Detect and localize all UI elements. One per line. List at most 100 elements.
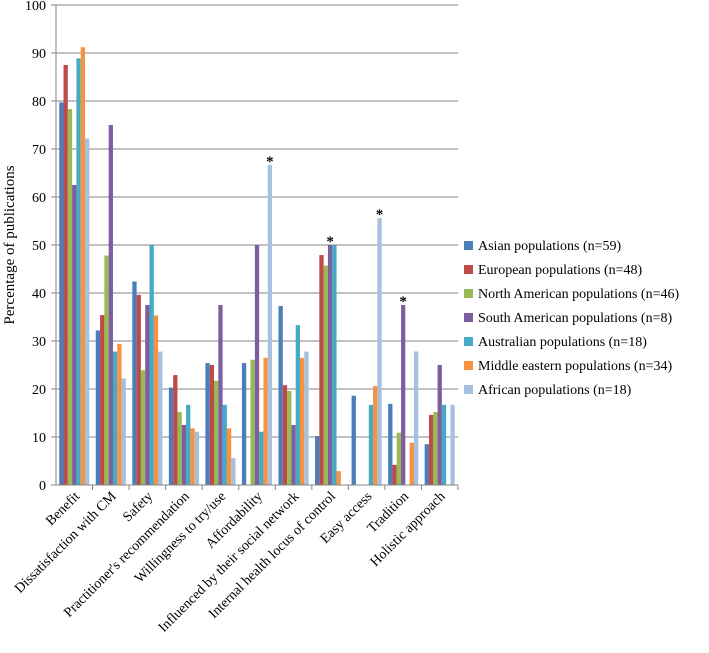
bar xyxy=(168,387,174,485)
bar xyxy=(373,386,378,485)
bar xyxy=(241,363,247,485)
legend-label: North American populations (n=46) xyxy=(478,287,679,302)
axes xyxy=(51,4,459,490)
bar xyxy=(194,431,199,485)
bar xyxy=(409,442,414,485)
y-tick-label: 40 xyxy=(32,287,46,302)
bar xyxy=(136,294,141,485)
bar xyxy=(401,305,406,485)
bar xyxy=(396,432,402,485)
bar xyxy=(433,412,438,485)
y-tick-label: 10 xyxy=(32,431,46,446)
bar xyxy=(327,245,333,485)
legend-label: Australian populations (n=18) xyxy=(478,335,647,350)
bar xyxy=(392,464,397,485)
bar xyxy=(63,65,68,485)
y-tick-label: 90 xyxy=(32,47,46,62)
y-tick-label: 70 xyxy=(32,143,46,158)
legend: Asian populations (n=59) European populat… xyxy=(464,239,679,398)
bar xyxy=(336,471,341,485)
bar xyxy=(121,378,126,485)
bar xyxy=(304,351,309,485)
bar xyxy=(450,404,455,485)
bar xyxy=(226,428,232,485)
significance-marker: * xyxy=(266,154,274,170)
bar xyxy=(76,58,81,485)
bar xyxy=(250,359,255,485)
bar xyxy=(222,404,227,485)
bar xyxy=(368,404,374,485)
y-tick-label: 30 xyxy=(32,335,46,350)
bar xyxy=(278,305,283,485)
y-tick-label: 20 xyxy=(32,383,46,398)
y-axis-title: Percentage of publications xyxy=(2,165,18,324)
bar xyxy=(267,164,273,485)
bar xyxy=(291,425,296,485)
bar xyxy=(209,365,215,485)
bars xyxy=(59,47,455,486)
bar xyxy=(259,431,264,485)
bar xyxy=(177,412,182,485)
y-tick-label: 0 xyxy=(39,479,46,494)
bar xyxy=(323,265,328,485)
bar xyxy=(388,403,393,485)
bar xyxy=(108,125,113,485)
legend-swatch xyxy=(464,337,473,346)
bar xyxy=(377,218,382,485)
bar xyxy=(85,138,90,485)
bar xyxy=(80,47,86,486)
bar xyxy=(205,363,210,485)
y-tick-label: 100 xyxy=(25,0,46,14)
y-tick-label: 50 xyxy=(32,239,46,254)
bar xyxy=(254,245,260,485)
bar xyxy=(117,343,122,485)
legend-label: South American populations (n=8) xyxy=(478,311,672,326)
bar xyxy=(437,365,442,485)
legend-swatch xyxy=(464,265,473,274)
bar xyxy=(190,428,195,485)
bar xyxy=(413,351,419,485)
annotations: * * * * xyxy=(266,154,407,310)
bar xyxy=(263,357,268,485)
bar xyxy=(104,255,109,485)
bar xyxy=(315,436,320,485)
y-tick-label: 60 xyxy=(32,191,46,206)
y-tick-labels: 0 10 20 30 40 50 60 70 80 90 100 xyxy=(25,0,46,494)
bar xyxy=(351,395,356,485)
legend-swatch xyxy=(464,361,473,370)
bar xyxy=(95,330,101,485)
bar xyxy=(67,109,73,485)
legend-label: Middle eastern populations (n=34) xyxy=(478,359,672,374)
bar xyxy=(59,102,64,485)
bar xyxy=(149,245,154,485)
bar xyxy=(153,315,159,485)
bar xyxy=(72,185,77,485)
bar xyxy=(218,305,223,485)
bar xyxy=(214,380,219,485)
bar xyxy=(295,325,300,485)
bar xyxy=(112,351,118,485)
legend-swatch xyxy=(464,385,473,394)
bar xyxy=(100,315,105,485)
bar xyxy=(140,370,146,485)
bar xyxy=(132,281,137,485)
legend-swatch xyxy=(464,313,473,322)
legend-swatch xyxy=(464,289,473,298)
bar xyxy=(319,255,324,485)
legend-label: European populations (n=48) xyxy=(478,263,643,278)
bar xyxy=(287,390,292,485)
bar xyxy=(332,245,337,485)
bar xyxy=(158,351,163,485)
legend-label: African populations (n=18) xyxy=(478,383,632,398)
bar xyxy=(186,404,191,485)
bar xyxy=(282,385,288,485)
significance-marker: * xyxy=(376,207,384,223)
bar xyxy=(299,357,305,485)
legend-label: Asian populations (n=59) xyxy=(478,239,622,254)
legend-swatch xyxy=(464,241,473,250)
bar xyxy=(231,458,236,485)
significance-marker: * xyxy=(399,294,407,310)
bar xyxy=(145,305,150,485)
